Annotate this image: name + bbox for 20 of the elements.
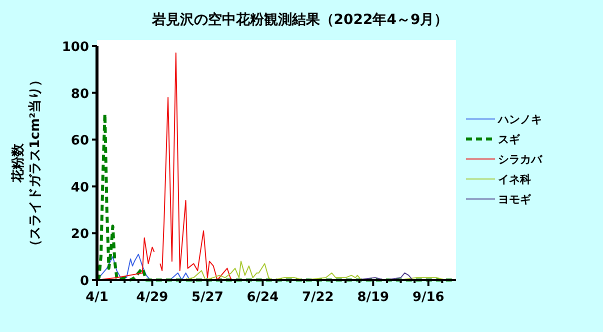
x-tick-label: 4/1 — [86, 290, 108, 305]
legend-label: ハンノキ — [497, 113, 542, 126]
x-tick-label: 5/27 — [192, 290, 224, 305]
y-tick-label: 0 — [80, 274, 89, 289]
y-tick-label: 60 — [70, 134, 89, 149]
legend-label: スギ — [498, 133, 521, 146]
x-tick-label: 4/29 — [136, 290, 168, 305]
legend-label: イネ科 — [498, 173, 531, 186]
chart-title: 岩見沢の空中花粉観測結果（2022年4～9月） — [150, 11, 448, 28]
x-tick-label: 8/19 — [357, 290, 390, 305]
legend-label: ヨモギ — [498, 193, 532, 206]
y-tick-label: 40 — [70, 180, 89, 196]
x-tick-label: 7/22 — [302, 290, 334, 305]
y-tick-label: 20 — [70, 227, 89, 242]
x-tick-label: 9/16 — [412, 290, 444, 305]
x-tick-label: 6/24 — [246, 290, 279, 305]
y-tick-label: 80 — [70, 86, 89, 102]
y-tick-label: 100 — [62, 40, 89, 55]
y-axis-title: 花粉数（スライドガラス1cm²当り） — [11, 74, 43, 252]
legend-label: シラカバ — [498, 153, 543, 166]
